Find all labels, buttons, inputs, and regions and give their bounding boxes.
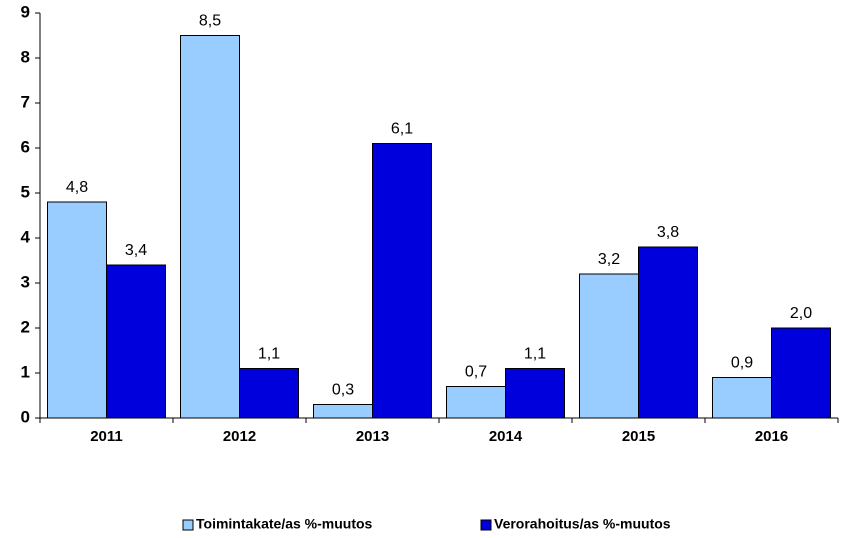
y-tick-label: 7 <box>21 92 30 111</box>
x-tick-label: 2014 <box>489 428 523 445</box>
data-label: 0,7 <box>465 364 487 381</box>
data-label: 6,1 <box>391 121 413 138</box>
data-label: 4,8 <box>66 179 88 196</box>
data-label: 8,5 <box>199 13 221 30</box>
legend-swatch <box>480 519 492 531</box>
x-tick-label: 2013 <box>356 428 389 445</box>
legend-label: Verorahoitus/as %-muutos <box>494 516 671 532</box>
y-tick-label: 0 <box>21 407 30 426</box>
bar <box>579 273 639 419</box>
bar <box>505 368 565 419</box>
data-label: 0,3 <box>332 382 354 399</box>
data-label: 3,2 <box>598 251 620 268</box>
bar <box>771 327 831 419</box>
bar <box>638 246 698 419</box>
data-label: 3,8 <box>657 224 679 241</box>
x-tick-label: 2015 <box>622 428 655 445</box>
y-tick-label: 8 <box>21 47 30 66</box>
y-tick-label: 1 <box>21 362 30 381</box>
y-tick-label: 4 <box>21 227 31 246</box>
bar <box>712 377 772 419</box>
bar <box>180 35 240 419</box>
bar <box>446 386 506 419</box>
y-tick-label: 9 <box>21 2 30 21</box>
data-label: 0,9 <box>731 355 753 372</box>
data-label: 1,1 <box>258 346 280 363</box>
x-tick-label: 2012 <box>223 428 256 445</box>
y-tick-label: 6 <box>21 137 30 156</box>
y-tick-label: 3 <box>21 272 30 291</box>
bar <box>239 368 299 419</box>
y-tick-label: 2 <box>21 317 30 336</box>
legend-label: Toimintakate/as %-muutos <box>196 516 373 532</box>
data-label: 1,1 <box>524 346 546 363</box>
x-tick-label: 2011 <box>90 428 123 445</box>
data-label: 2,0 <box>790 305 812 322</box>
y-tick-label: 5 <box>21 182 30 201</box>
legend-swatch <box>182 519 194 531</box>
bar <box>372 143 432 419</box>
data-label: 3,4 <box>125 242 147 259</box>
bar <box>47 201 107 419</box>
x-tick-label: 2016 <box>755 428 788 445</box>
bar <box>313 404 373 419</box>
bar <box>106 264 166 419</box>
